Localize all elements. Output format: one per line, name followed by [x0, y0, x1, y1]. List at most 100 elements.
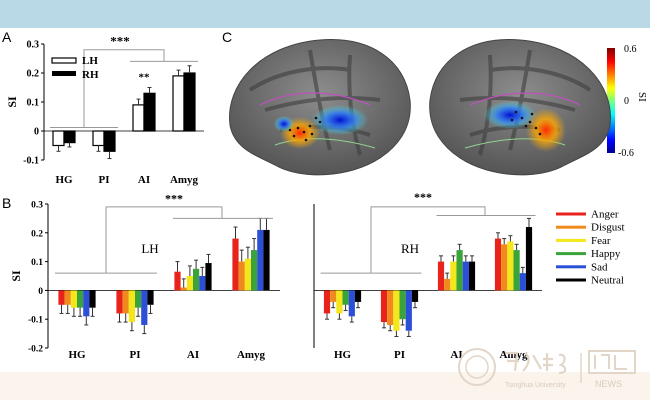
bar-anger-pi	[380, 290, 388, 323]
x-tick-label-ai: AI	[138, 174, 150, 186]
bar-sad-pi	[141, 290, 148, 325]
legend-label-anger: Anger	[591, 209, 619, 221]
bar-rh-ai	[143, 92, 156, 132]
sig-stars-main: ***	[165, 192, 183, 206]
bar-sad-ai	[462, 261, 469, 291]
bar-fear-pi	[128, 290, 135, 323]
bar-anger-hg	[58, 290, 65, 305]
bar-rh-amyg	[183, 72, 196, 132]
y-axis-label: SI	[5, 96, 19, 108]
legend-swatch-lh	[51, 57, 77, 64]
legend-label-fear: Fear	[591, 235, 611, 247]
bar-neutral-amyg	[263, 229, 270, 291]
bar-neutral-pi	[147, 290, 154, 305]
brain-surface-maps	[229, 39, 611, 176]
bar-lh-hg	[52, 130, 65, 147]
bar-happy-pi	[135, 290, 142, 308]
bar-lh-pi	[92, 130, 105, 147]
bar-disgust-amyg	[501, 244, 508, 291]
bottom-banner	[0, 372, 650, 400]
hemisphere-title-rh: RH	[401, 241, 419, 256]
legend-swatch-sad	[556, 265, 586, 269]
y-tick-label: -0.1	[28, 316, 43, 326]
bar-happy-amyg	[251, 250, 258, 291]
sig-bracket-main	[370, 206, 486, 274]
bar-disgust-ai	[180, 287, 187, 291]
bar-fear-amyg	[507, 241, 514, 291]
x-tick-label-hg: HG	[55, 174, 73, 186]
legend-swatch-anger	[556, 212, 586, 216]
university-seal-icon	[458, 348, 496, 386]
bar-disgust-hg	[64, 290, 71, 305]
x-tick-label-amyg: Amyg	[170, 174, 199, 186]
y-axis-label: SI	[9, 270, 23, 282]
colorbar-mid: 0	[624, 96, 629, 107]
y-tick-label: 0.3	[27, 40, 40, 51]
legend-swatch-fear	[556, 238, 586, 242]
bar-anger-ai	[174, 271, 181, 291]
x-tick-label-pi: PI	[99, 174, 110, 186]
bar-happy-pi	[399, 290, 406, 320]
bar-anger-hg	[323, 290, 331, 314]
y-tick-label: 0	[38, 287, 43, 297]
chart-b-lh: -0.2 -0.1 0 0.1 0.2 0.3 SI HG PI AI Amyg *** LH	[9, 192, 280, 361]
bar-anger-ai	[437, 261, 445, 291]
bar-rh-hg	[63, 130, 76, 144]
panel-label-b: B	[2, 195, 11, 211]
colorbar	[607, 48, 615, 153]
bar-fear-hg	[336, 290, 343, 314]
watermark-text: Tsinghua University	[505, 382, 566, 389]
bar-sad-amyg	[257, 229, 264, 291]
tsinghua-watermark: Tsinghua University NEWS	[458, 348, 636, 389]
bar-anger-pi	[116, 290, 123, 314]
bar-neutral-amyg	[525, 227, 533, 291]
bar-fear-amyg	[244, 258, 251, 291]
sig-stars-ai: **	[139, 71, 151, 83]
bar-anger-amyg	[494, 238, 502, 291]
bar-disgust-ai	[444, 278, 451, 291]
y-tick-label: 0.2	[27, 69, 40, 80]
top-banner	[0, 0, 650, 28]
colorbar-label: SI	[636, 92, 648, 102]
legend-label-lh: LH	[82, 55, 98, 67]
legend-swatch-neutral	[556, 278, 586, 282]
legend-swatch-happy	[556, 252, 586, 256]
x-tick-label-hg: HG	[334, 349, 352, 361]
bar-disgust-pi	[387, 290, 394, 325]
bar-rh-pi	[103, 130, 116, 152]
bar-happy-hg	[77, 290, 84, 308]
bar-neutral-hg	[354, 290, 362, 302]
news-logo-icon	[588, 350, 636, 374]
sig-stars-main: ***	[110, 33, 130, 48]
bar-disgust-pi	[122, 290, 129, 314]
bar-happy-amyg	[513, 250, 520, 291]
bar-sad-amyg	[519, 273, 526, 291]
bar-disgust-hg	[330, 290, 337, 302]
y-tick-label: 0.3	[31, 201, 43, 211]
legend-swatch-rh	[52, 71, 76, 76]
x-tick-label-pi: PI	[394, 349, 405, 361]
legend-swatch-disgust	[556, 225, 586, 229]
bar-fear-ai	[186, 276, 193, 291]
legend-label-neutral: Neutral	[591, 275, 624, 287]
bar-lh-amyg	[172, 75, 185, 132]
y-tick-label: 0	[34, 127, 39, 138]
y-tick-label: -0.1	[23, 156, 39, 167]
panel-label-c: C	[222, 29, 232, 45]
sig-stars-main: ***	[414, 190, 432, 204]
x-tick-label-hg: HG	[68, 349, 86, 361]
legend-label-rh: RH	[82, 69, 99, 81]
university-calligraphy-logo	[505, 351, 567, 375]
watermark-news: NEWS	[595, 379, 622, 389]
y-tick-label: 0.1	[27, 98, 40, 109]
brain-right-hemisphere	[429, 39, 611, 176]
brain-left-hemisphere	[229, 39, 411, 176]
bar-fear-pi	[393, 290, 400, 331]
y-tick-label: 0.1	[31, 258, 43, 268]
bar-sad-hg	[83, 290, 90, 317]
legend-label-sad: Sad	[591, 261, 608, 273]
sig-bracket-main	[105, 206, 223, 274]
bar-sad-pi	[405, 290, 412, 331]
